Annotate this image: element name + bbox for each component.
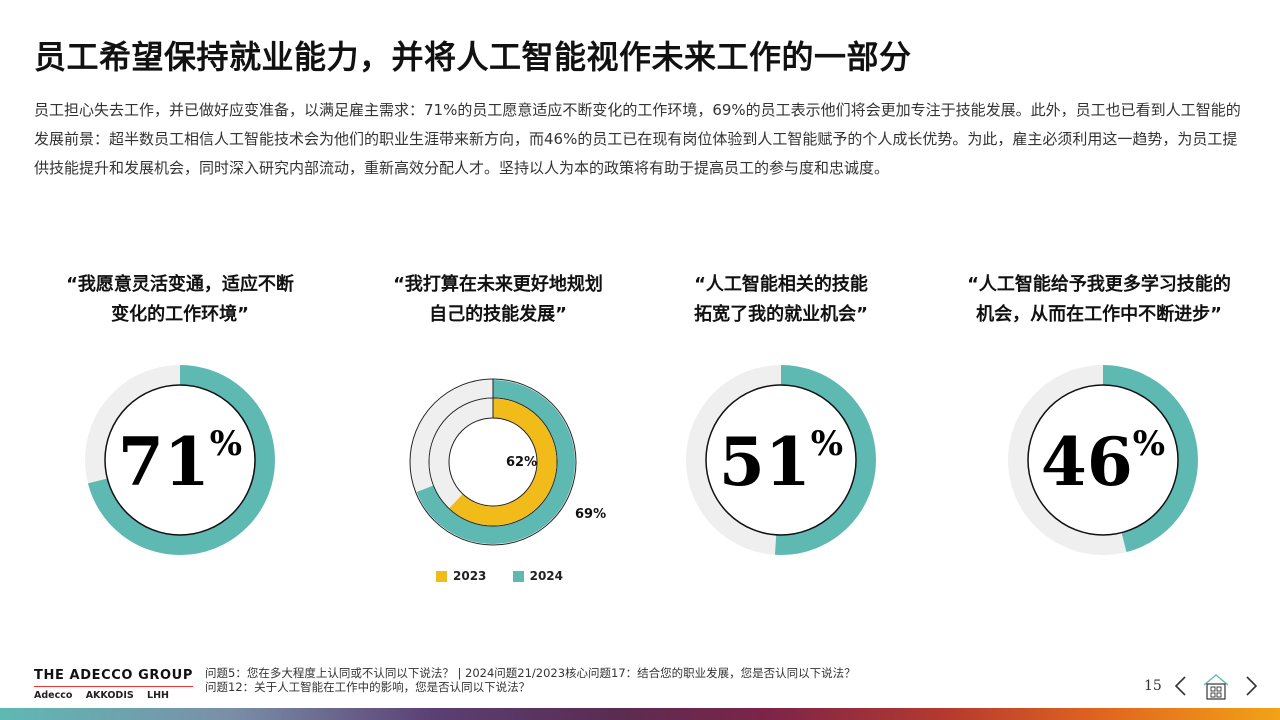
quote-line: “人工智能给予我更多学习技能的 — [967, 274, 1231, 295]
donut-value-arc — [1008, 365, 1198, 555]
chart-legend: 2023 2024 — [436, 569, 585, 585]
donut-value-arc — [85, 365, 275, 555]
home-icon[interactable] — [1200, 672, 1232, 702]
big-value: 46 — [1041, 423, 1133, 501]
quote-line: “我打算在未来更好地规划 — [393, 274, 603, 295]
legend-label: 2023 — [453, 569, 487, 583]
chart-column-2: “我打算在未来更好地规划 自己的技能发展” 62% 69% — [348, 270, 648, 590]
big-value-unit: % — [210, 424, 242, 464]
big-value: 51 — [719, 423, 811, 501]
brand-name: THE ADECCO GROUP — [34, 668, 193, 687]
page-number: 15 — [1144, 678, 1162, 694]
chart-quote: “我打算在未来更好地规划 自己的技能发展” — [348, 270, 648, 330]
sub-brand-akkodis: AKKODIS — [85, 690, 134, 701]
svg-text:46%: 46% — [1041, 423, 1165, 501]
legend-swatch — [436, 570, 447, 582]
page-title: 员工希望保持就业能力，并将人工智能视作未来工作的一部分 — [34, 38, 912, 76]
chart-column-4: “人工智能给予我更多学习技能的 机会，从而在工作中不断进步” 46% — [949, 270, 1249, 590]
quote-line: 拓宽了我的就业机会” — [694, 304, 868, 325]
donut-inner-ring — [705, 384, 857, 536]
double-donut-chart: 62% 69% — [409, 378, 606, 546]
chart-column-1: “我愿意灵活变通，适应不断 变化的工作环境” 71% — [30, 270, 330, 590]
chart-quote: “人工智能相关的技能 拓宽了我的就业机会” — [631, 270, 931, 330]
chevron-left-icon[interactable] — [1170, 672, 1192, 700]
inner-value-label: 62% — [506, 455, 537, 470]
company-logo: THE ADECCO GROUP Adecco AKKODIS LHH — [34, 664, 193, 701]
chevron-right-icon[interactable] — [1240, 672, 1262, 700]
quote-line: “人工智能相关的技能 — [694, 274, 868, 295]
quote-line: “我愿意灵活变通，适应不断 — [66, 274, 294, 295]
sub-brands: Adecco AKKODIS LHH — [34, 690, 186, 701]
quote-line: 自己的技能发展” — [429, 304, 567, 325]
quote-line: 机会，从而在工作中不断进步” — [976, 304, 1222, 325]
footer-notes: 问题5：您在多大程度上认同或不认同以下说法？ | 2024问题21/2023核心… — [205, 666, 856, 694]
donut-inner-ring — [104, 384, 256, 536]
brand-gradient-bar — [0, 708, 1280, 720]
donut-inner-ring — [1027, 384, 1179, 536]
donut-chart: 71% — [85, 365, 275, 555]
donut-chart: 51% — [686, 365, 876, 555]
footer-note-line: 问题12：关于人工智能在工作中的影响，您是否认同以下说法？ — [205, 680, 531, 694]
big-value: 71 — [118, 423, 210, 501]
big-value-unit: % — [1133, 424, 1165, 464]
legend-item-2023: 2023 — [436, 569, 486, 583]
intro-paragraph: 员工担心失去工作，并已做好应变准备，以满足雇主需求：71%的员工愿意适应不断变化… — [34, 101, 1241, 177]
quote-line: 变化的工作环境” — [111, 304, 249, 325]
chart-column-3: “人工智能相关的技能 拓宽了我的就业机会” 51% — [631, 270, 931, 590]
donut-chart: 46% — [1008, 365, 1198, 555]
chart-quote: “人工智能给予我更多学习技能的 机会，从而在工作中不断进步” — [949, 270, 1249, 330]
legend-swatch — [512, 570, 524, 582]
footer-note-line: 问题5：您在多大程度上认同或不认同以下说法？ | 2024问题21/2023核心… — [205, 666, 856, 680]
legend-label: 2024 — [529, 569, 563, 583]
sub-brand-adecco: Adecco — [34, 690, 73, 701]
sub-brand-lhh: LHH — [147, 690, 169, 701]
chart-quote: “我愿意灵活变通，适应不断 变化的工作环境” — [30, 270, 330, 330]
donut-value-arc — [686, 365, 876, 555]
outer-value-label: 69% — [575, 507, 606, 522]
legend-item-2024: 2024 — [512, 569, 563, 583]
svg-text:71%: 71% — [118, 423, 242, 501]
big-value-unit: % — [811, 424, 843, 464]
svg-text:51%: 51% — [719, 423, 843, 501]
